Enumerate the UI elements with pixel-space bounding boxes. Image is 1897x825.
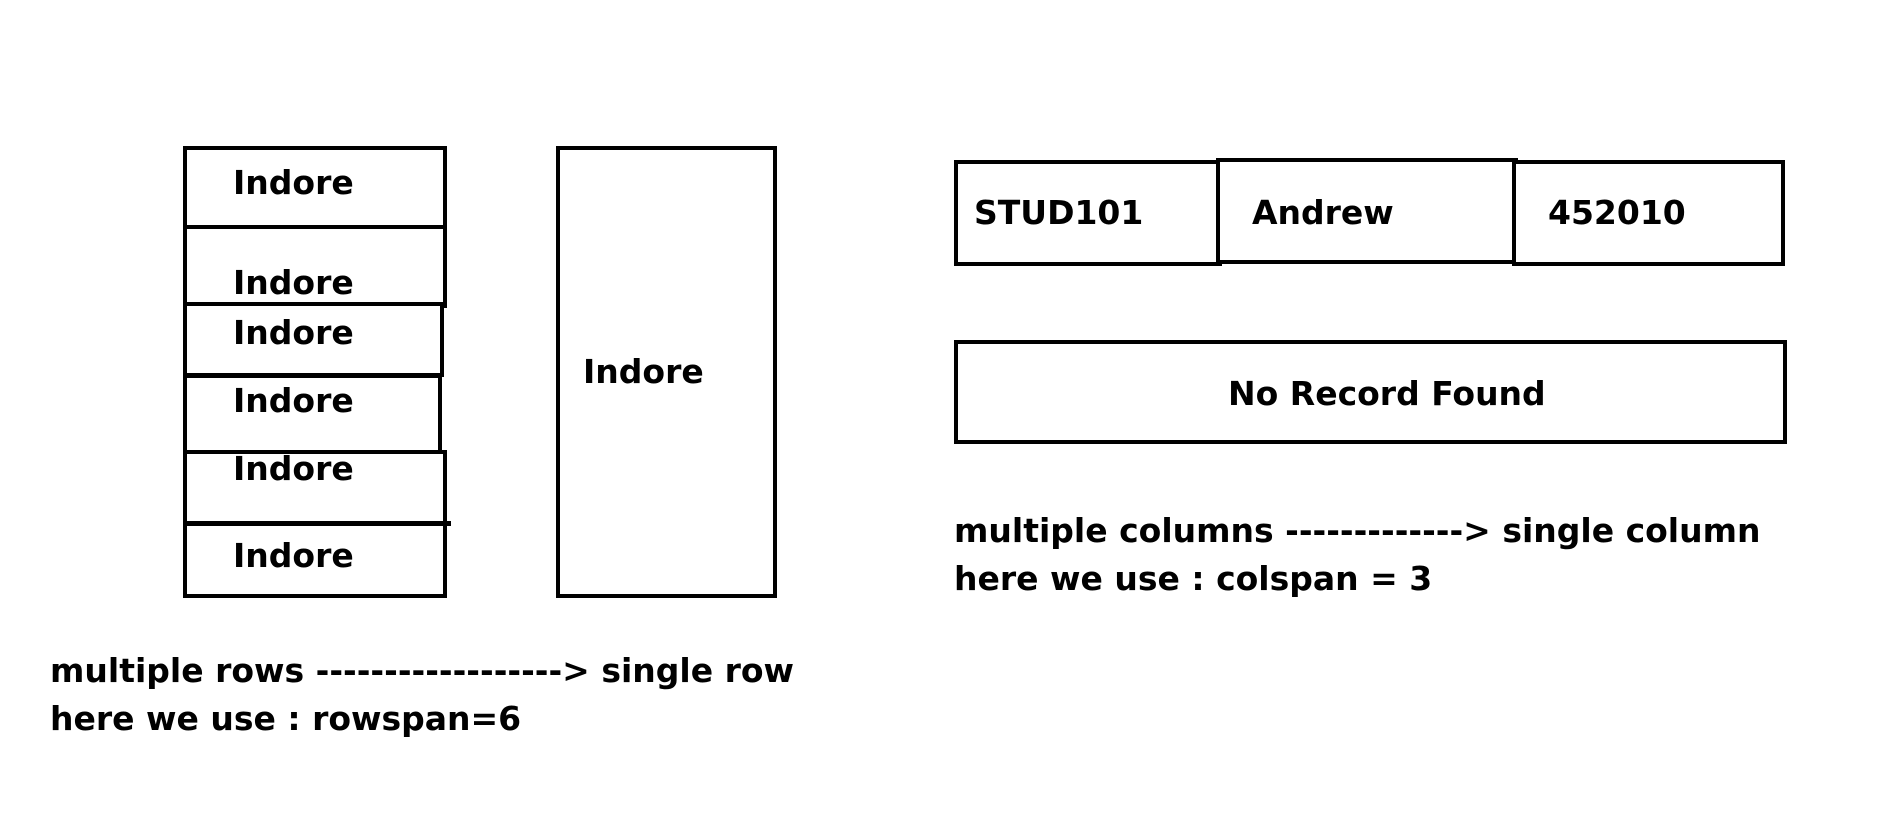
col-cell-label-1: STUD101 (974, 193, 1144, 232)
rowspan-note-line2: here we use : rowspan=6 (50, 699, 522, 738)
row-cell-2 (183, 225, 447, 308)
row-divider-thick (183, 521, 451, 526)
row-cell-label-2: Indore (233, 263, 354, 302)
row-cell-label-3: Indore (233, 313, 354, 352)
row-cell-label-6: Indore (233, 536, 354, 575)
merged-row-cell-label: Indore (583, 352, 704, 391)
col-cell-label-3: 452010 (1548, 193, 1686, 232)
row-cell-4 (183, 374, 442, 454)
row-cell-label-4: Indore (233, 381, 354, 420)
merged-col-cell (954, 340, 1787, 444)
colspan-note-line2: here we use : colspan = 3 (954, 559, 1433, 598)
col-cell-3 (1512, 160, 1785, 266)
merged-row-cell (556, 146, 777, 598)
row-cell-label-1: Indore (233, 163, 354, 202)
col-cell-label-2: Andrew (1252, 193, 1394, 232)
row-cell-label-5: Indore (233, 449, 354, 488)
merged-col-cell-label: No Record Found (1228, 374, 1546, 413)
rowspan-note-line1: multiple rows ------------------> single… (50, 651, 794, 690)
col-cell-2 (1216, 158, 1518, 264)
colspan-note-line1: multiple columns -------------> single c… (954, 511, 1761, 550)
